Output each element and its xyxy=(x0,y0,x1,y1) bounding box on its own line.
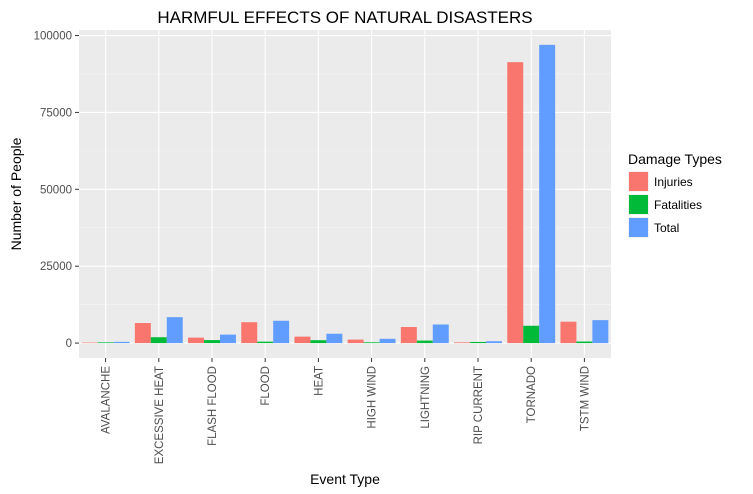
bar-injuries-tstm-wind xyxy=(560,321,577,344)
bar-fatalities-high-wind xyxy=(363,342,380,344)
bar-total-heat xyxy=(326,333,343,344)
bar-injuries-flood xyxy=(241,322,258,344)
bar-injuries-heat xyxy=(294,336,311,344)
bar-fatalities-lightning xyxy=(416,340,433,344)
bar-fatalities-rip-current xyxy=(470,341,486,344)
legend-key-injuries xyxy=(629,172,648,191)
y-tick-label: 50000 xyxy=(40,184,72,196)
legend-label-total: Total xyxy=(654,221,679,235)
x-tick-label: LIGHTNING xyxy=(420,366,432,429)
legend: Damage Types Injuries Fatalities Total xyxy=(628,151,722,238)
bar-total-excessive-heat xyxy=(166,317,183,344)
x-tick-label: TORNADO xyxy=(526,366,538,423)
bar-fatalities-flash-flood xyxy=(204,340,220,344)
x-axis-title: Event Type xyxy=(310,471,380,487)
bar-injuries-excessive-heat xyxy=(134,323,151,344)
bar-fatalities-tstm-wind xyxy=(576,341,593,344)
bar-total-high-wind xyxy=(379,338,396,344)
legend-label-fatalities: Fatalities xyxy=(654,198,702,212)
y-tick-label: 75000 xyxy=(40,107,72,119)
bar-total-tornado xyxy=(539,44,556,344)
bar-injuries-flash-flood xyxy=(188,337,205,344)
x-tick-label: AVALANCHE xyxy=(101,366,113,434)
legend-key-fatalities xyxy=(629,195,648,214)
x-axis: AVALANCHE EXCESSIVE HEAT FLASH FLOOD FLOOD H… xyxy=(101,358,591,464)
y-tick-label: 25000 xyxy=(40,261,72,273)
bars xyxy=(81,44,609,344)
bar-fatalities-tornado xyxy=(523,325,540,344)
bar-fatalities-avalanche xyxy=(97,342,114,344)
chart-title: HARMFUL EFFECTS OF NATURAL DISASTERS xyxy=(157,8,532,27)
y-tick-label: 0 xyxy=(66,338,72,350)
grid-major xyxy=(79,30,611,358)
x-tick-label: FLOOD xyxy=(260,366,272,406)
bar-injuries-rip-current xyxy=(454,342,471,344)
bar-injuries-lightning xyxy=(400,326,417,344)
legend-label-injuries: Injuries xyxy=(654,175,693,189)
bar-injuries-avalanche xyxy=(81,342,98,344)
bar-total-avalanche xyxy=(113,341,130,344)
legend-key-total xyxy=(629,218,648,237)
y-axis: 0 25000 50000 75000 100000 xyxy=(34,31,79,350)
bar-injuries-tornado xyxy=(507,62,524,344)
bar-total-lightning xyxy=(432,324,449,344)
x-tick-label: FLASH FLOOD xyxy=(207,366,219,446)
bar-total-tstm-wind xyxy=(592,320,609,344)
bar-total-flash-flood xyxy=(219,334,236,344)
bar-injuries-high-wind xyxy=(347,339,364,344)
x-tick-label: EXCESSIVE HEAT xyxy=(154,366,166,464)
legend-title: Damage Types xyxy=(628,151,722,167)
y-axis-title: Number of People xyxy=(8,137,24,250)
x-tick-label: HEAT xyxy=(313,366,325,396)
bar-total-rip-current xyxy=(485,341,502,344)
bar-total-flood xyxy=(273,320,290,344)
x-tick-label: RIP CURRENT xyxy=(473,366,485,444)
x-tick-label: HIGH WIND xyxy=(367,366,379,429)
x-tick-label: TSTM WIND xyxy=(579,366,591,431)
bar-fatalities-excessive-heat xyxy=(150,337,167,344)
bar-fatalities-heat xyxy=(310,340,327,344)
y-tick-label: 100000 xyxy=(34,31,72,43)
bar-fatalities-flood xyxy=(257,341,274,344)
